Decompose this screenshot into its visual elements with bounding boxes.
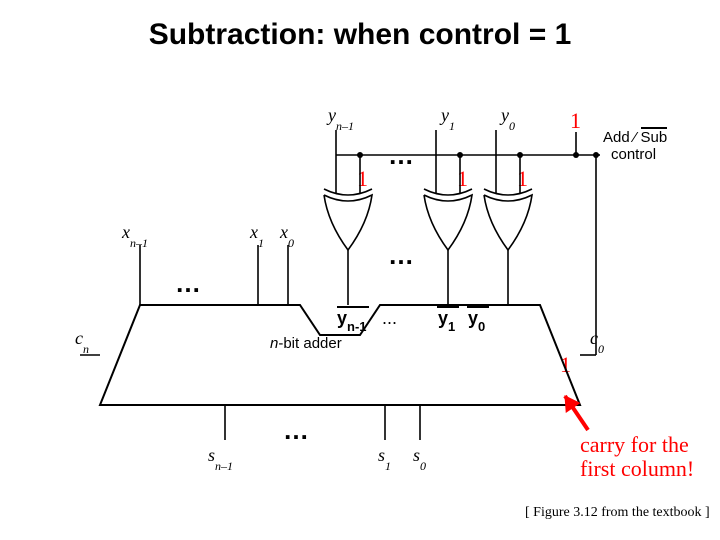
circuit-diagram [0,0,720,540]
